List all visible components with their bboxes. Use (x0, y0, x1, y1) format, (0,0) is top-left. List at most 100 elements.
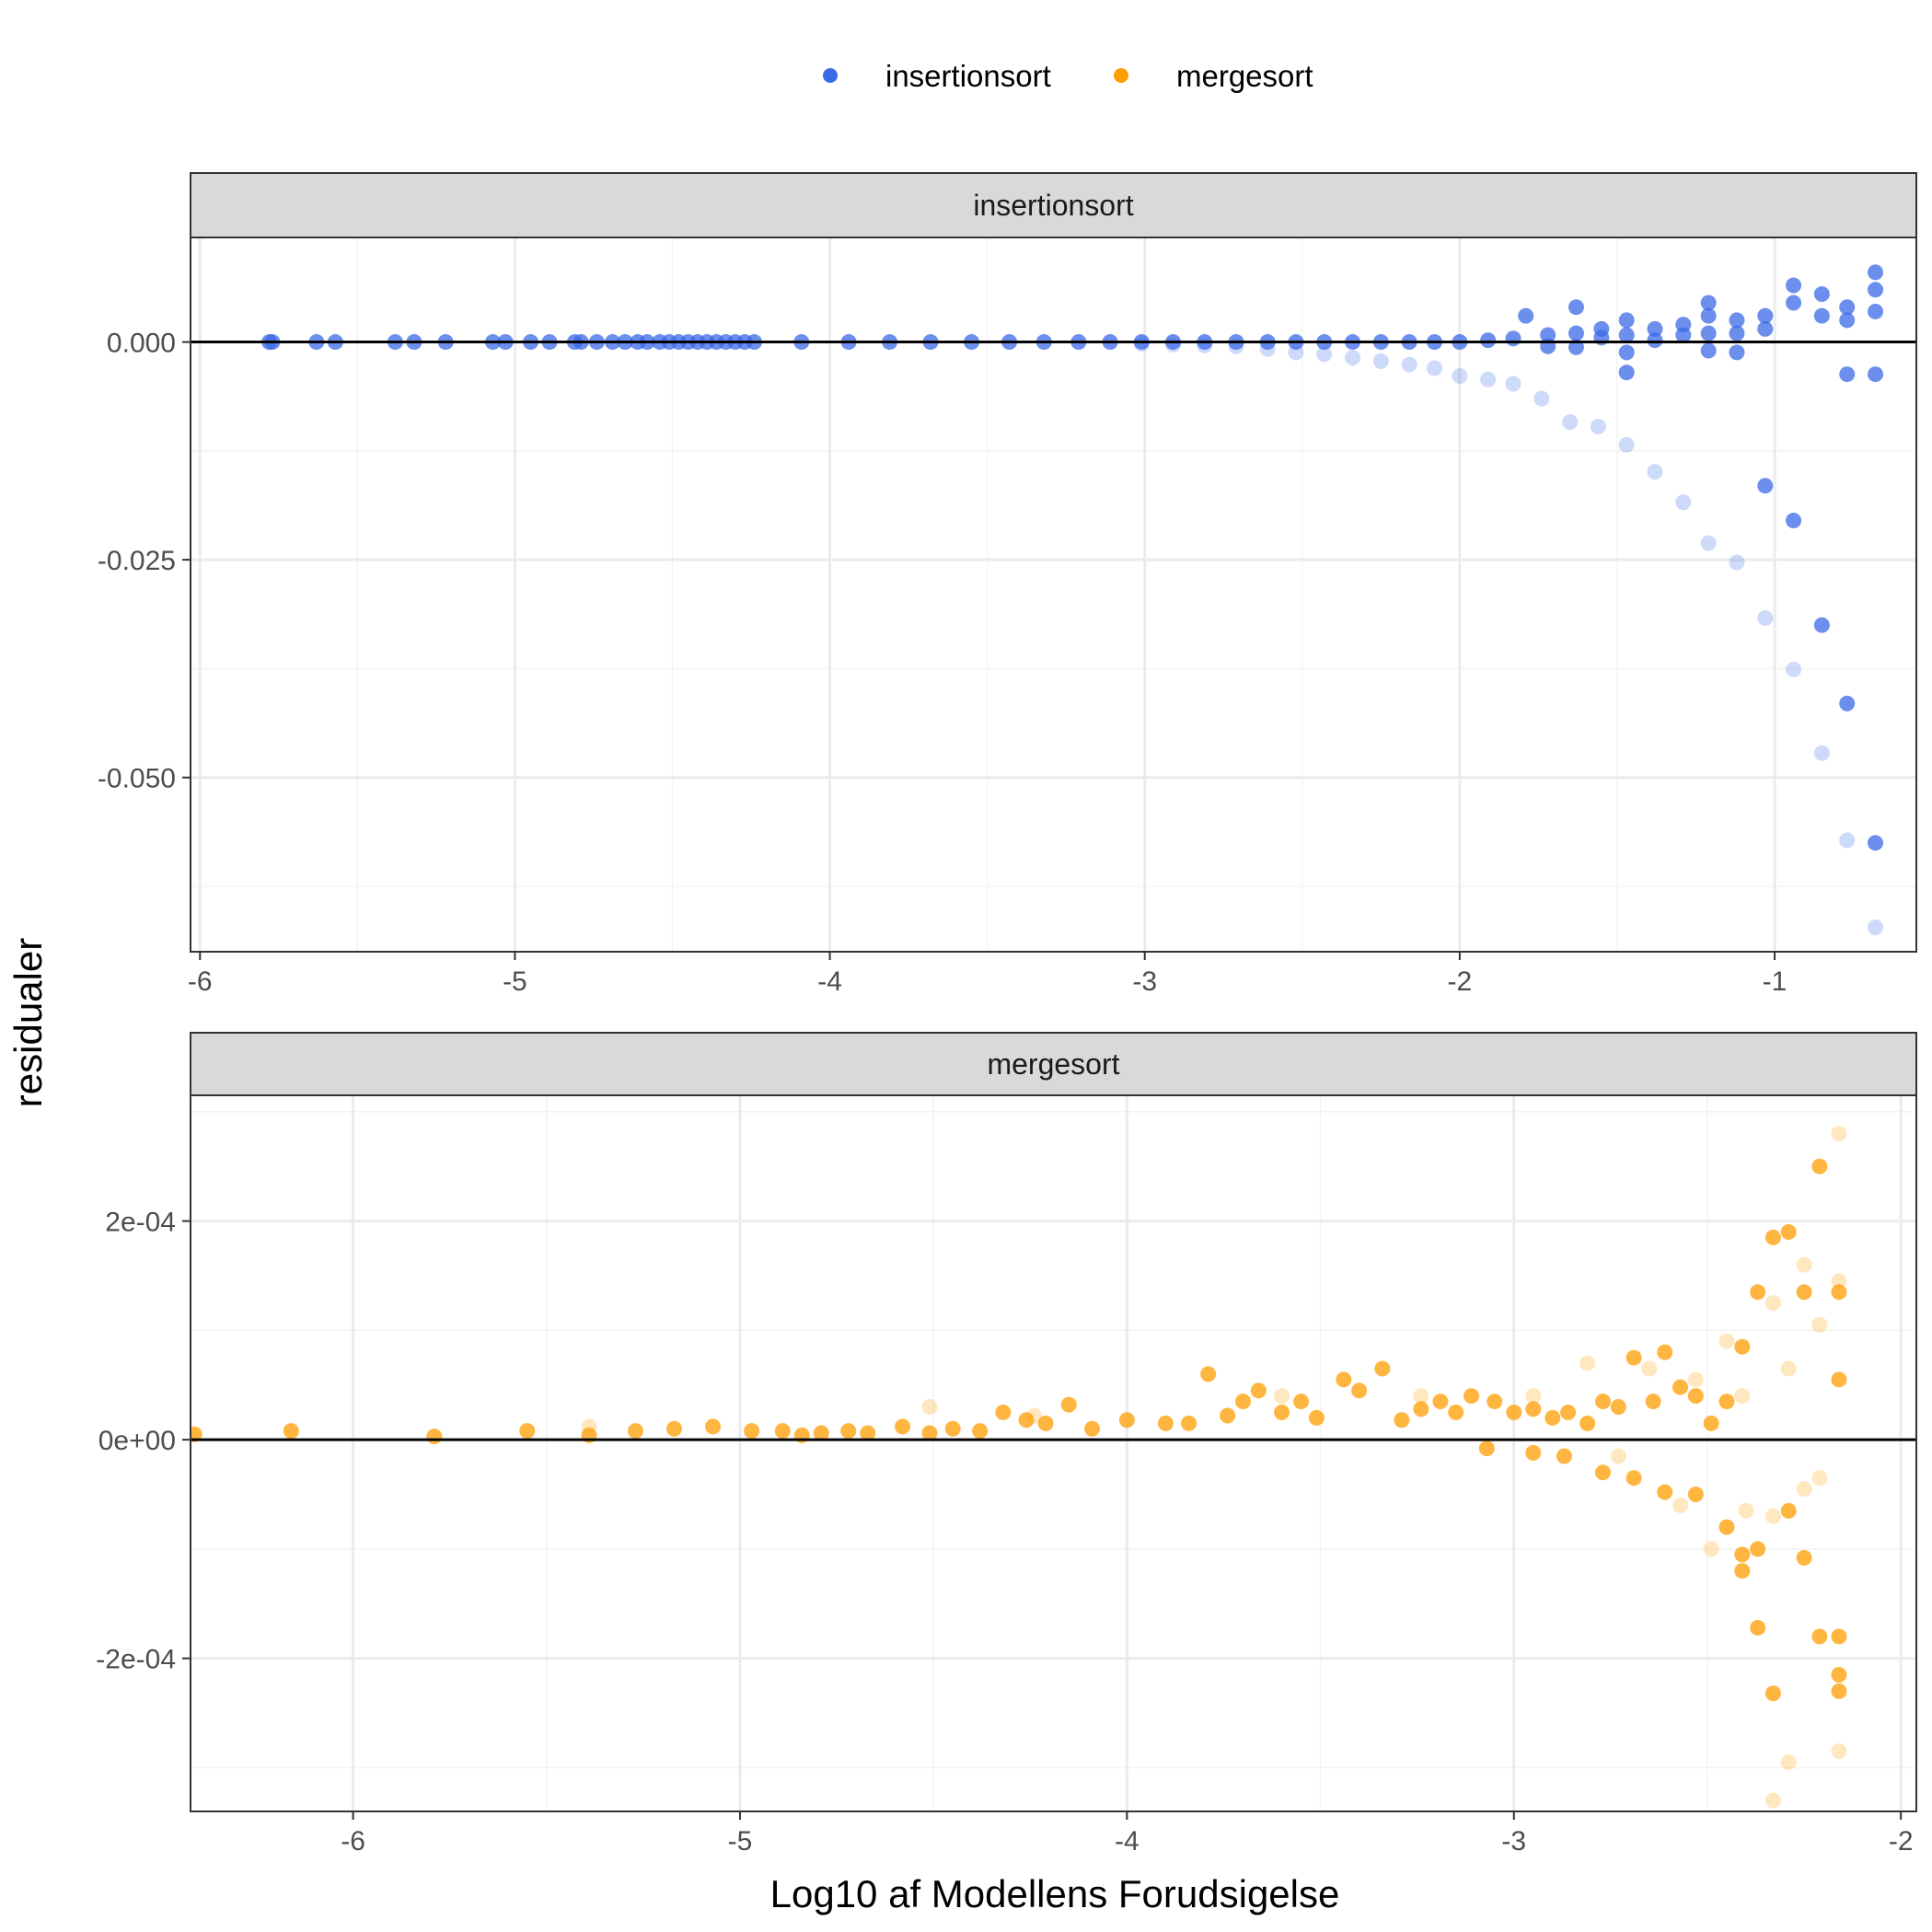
data-point-faint (1764, 1508, 1781, 1524)
legend-key-insertionsort (823, 68, 838, 83)
data-point (1351, 1382, 1368, 1399)
data-point (1625, 1349, 1642, 1366)
data-point (1757, 320, 1774, 337)
data-point-faint (1831, 1273, 1847, 1290)
data-point (1757, 307, 1774, 324)
data-point-faint (1796, 1256, 1812, 1273)
data-point (1293, 1394, 1310, 1410)
data-point (1831, 1667, 1847, 1683)
data-point-faint (1734, 1388, 1751, 1405)
data-point (1687, 1487, 1704, 1503)
data-point-faint (1780, 1360, 1797, 1377)
data-point-faint (1675, 494, 1692, 511)
y-tick-label: -2e-04 (96, 1645, 176, 1675)
data-point-faint (1831, 1126, 1847, 1142)
data-point (1750, 1541, 1766, 1557)
data-point (283, 1423, 299, 1440)
data-point (1868, 264, 1884, 281)
data-point (1618, 344, 1635, 361)
data-point (1734, 1546, 1751, 1563)
data-point-faint (1316, 346, 1333, 363)
data-point (1734, 1338, 1751, 1355)
data-point-faint (1505, 376, 1521, 392)
data-point (1813, 286, 1830, 303)
data-point (1157, 1415, 1174, 1431)
data-point-faint (1274, 1388, 1290, 1405)
data-point-faint (1703, 1541, 1719, 1557)
data-point (1750, 1619, 1766, 1636)
data-point (426, 1429, 443, 1445)
data-point-faint (1401, 356, 1417, 373)
x-tick-label: -6 (188, 966, 213, 997)
panel-insertionsort: insertionsort -6 -5 -4 -3 -2 -1 0.000 -0.025 -0.0… (98, 172, 1917, 997)
x-tick-label: -3 (1501, 1826, 1526, 1857)
data-point-faint (1525, 1388, 1542, 1405)
data-point (1394, 1412, 1410, 1429)
data-point (1234, 1394, 1251, 1410)
data-point (1734, 1563, 1751, 1579)
data-point (1540, 327, 1556, 343)
data-point (1796, 1549, 1812, 1566)
data-point (1525, 1444, 1542, 1461)
data-point (1478, 1440, 1495, 1457)
data-point-faint (1687, 1371, 1704, 1388)
y-tick-label: 0e+00 (98, 1426, 176, 1456)
data-point-faint (1813, 745, 1830, 761)
data-point (1487, 1394, 1503, 1410)
data-point (1618, 312, 1635, 329)
x-tick-label: -1 (1763, 966, 1787, 997)
data-point (1839, 366, 1856, 383)
data-point (1610, 1399, 1626, 1416)
data-point (1200, 1366, 1217, 1382)
facet-strip-label: mergesort (987, 1047, 1119, 1081)
data-point (191, 1426, 202, 1442)
legend-label-mergesort: mergesort (1176, 59, 1313, 93)
data-point (1060, 1396, 1077, 1413)
points-insertionsort (261, 264, 1884, 936)
data-point (1448, 1404, 1464, 1420)
y-axis-title: residualer (6, 938, 50, 1107)
data-point (1868, 366, 1884, 383)
data-point-faint (1427, 360, 1443, 376)
y-tick-label: 0.000 (107, 329, 176, 359)
data-point (1700, 307, 1717, 324)
data-point-faint (1780, 1754, 1797, 1771)
data-point (1729, 312, 1745, 329)
data-point-faint (1590, 418, 1606, 434)
data-point (1518, 307, 1534, 324)
data-point-faint (1738, 1502, 1754, 1519)
data-point-faint (1831, 1743, 1847, 1760)
y-tick-label: -0.025 (98, 546, 176, 576)
data-point (1700, 325, 1717, 341)
data-point-faint (1345, 350, 1361, 366)
data-point (744, 1423, 760, 1440)
data-point (1750, 1284, 1766, 1301)
data-point (666, 1420, 683, 1437)
data-point (1374, 1360, 1391, 1377)
data-point (1037, 1415, 1054, 1431)
data-point-faint (1839, 832, 1856, 849)
data-point (1718, 1519, 1735, 1535)
data-point (1250, 1382, 1267, 1399)
data-point-faint (1413, 1388, 1429, 1405)
x-axis-title: Log10 af Modellens Forudsigelse (770, 1872, 1340, 1915)
data-point (1560, 1404, 1577, 1420)
data-point (1757, 478, 1774, 494)
data-point (627, 1423, 643, 1440)
data-point-faint (1618, 436, 1635, 453)
data-point (1506, 1404, 1522, 1420)
x-tick-label: -4 (817, 966, 842, 997)
x-tick-label: -2 (1889, 1826, 1914, 1857)
data-point (1729, 344, 1745, 361)
data-point (813, 1425, 829, 1441)
data-point (1700, 342, 1717, 359)
data-point (1181, 1415, 1197, 1431)
data-point-faint (1811, 1316, 1828, 1333)
data-point (1505, 330, 1521, 347)
data-point-faint (1718, 1333, 1735, 1349)
x-tick-label: -5 (728, 1826, 753, 1857)
data-point-faint (1672, 1497, 1689, 1513)
data-point (1579, 1415, 1596, 1431)
plot-background (191, 1095, 1916, 1811)
data-point (1657, 1344, 1673, 1360)
